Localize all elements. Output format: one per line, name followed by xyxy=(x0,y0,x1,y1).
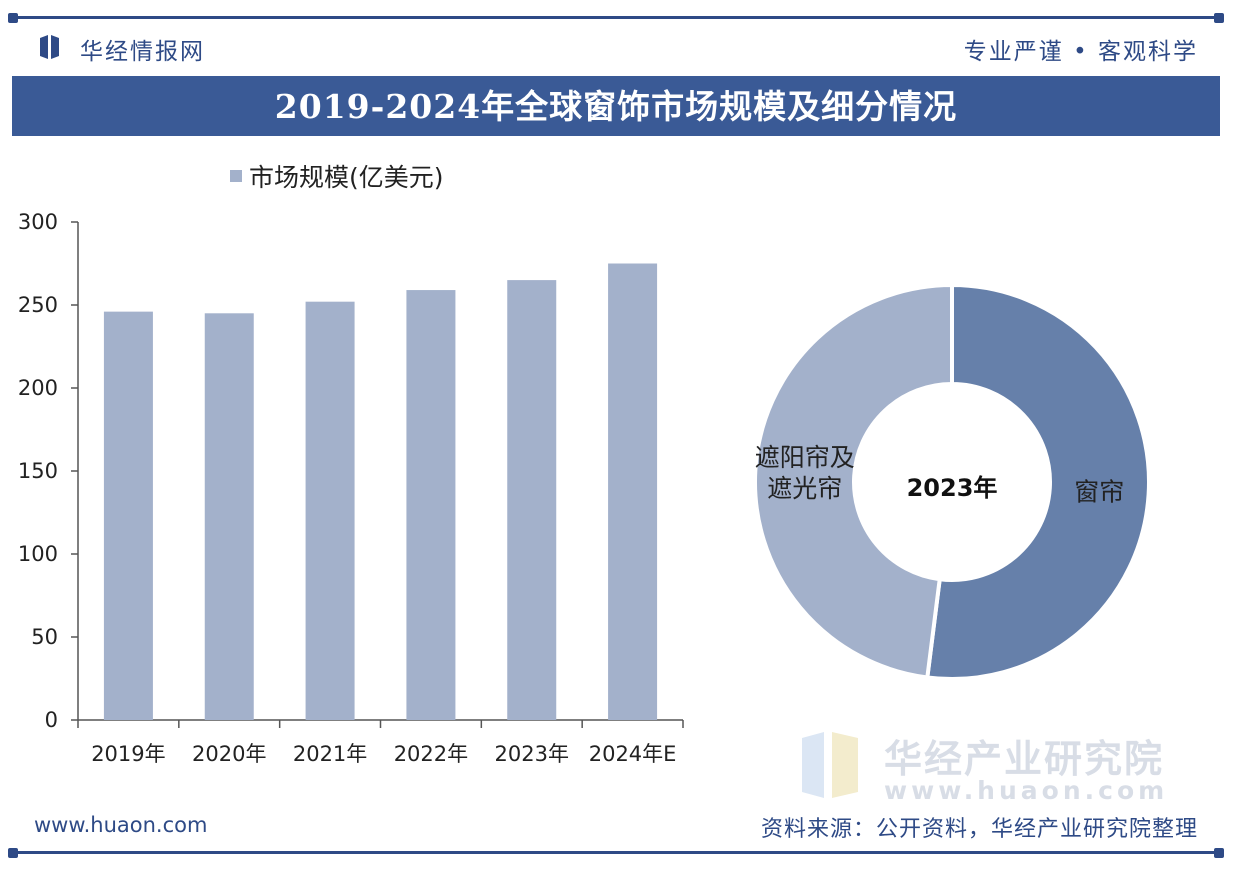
footer-source: 资料来源：公开资料，华经产业研究院整理 xyxy=(760,817,1198,842)
bottom-border xyxy=(12,851,1220,854)
donut-label: 窗帘 xyxy=(1074,477,1124,506)
x-tick-label: 2019年 xyxy=(91,742,165,766)
bar xyxy=(406,290,456,720)
legend-swatch xyxy=(230,170,242,182)
donut-label: 遮阳帘及 xyxy=(755,443,855,472)
bar xyxy=(305,301,355,720)
slogan: 专业严谨 • 客观科学 xyxy=(963,39,1198,65)
huajing-logo-icon xyxy=(40,35,59,59)
watermark-text: 华经产业研究院 xyxy=(884,737,1165,781)
y-tick-label: 300 xyxy=(18,210,58,234)
y-tick-label: 200 xyxy=(18,376,58,400)
bar-chart: 0 50 100 150 200 250 300 2019年 2020年 2021年 2022年 20… xyxy=(18,163,684,766)
donut-center-label: 2023年 xyxy=(907,474,998,502)
x-tick-label: 2024年E xyxy=(589,742,677,766)
watermark-logo-icon xyxy=(802,732,858,798)
legend-label: 市场规模(亿美元) xyxy=(249,163,444,192)
donut-slice xyxy=(753,282,954,680)
watermark-url: www.huaon.com xyxy=(884,776,1169,805)
border-dot xyxy=(1214,848,1224,858)
border-dot xyxy=(1214,13,1224,23)
y-tick-label: 150 xyxy=(18,459,58,483)
bar xyxy=(608,263,658,720)
bar xyxy=(507,280,557,720)
footer-url[interactable]: www.huaon.com xyxy=(34,813,208,837)
donut-label: 遮光帘 xyxy=(767,474,842,503)
y-tick-label: 50 xyxy=(31,625,58,649)
top-border xyxy=(12,16,1220,19)
y-tick-label: 250 xyxy=(18,293,58,317)
x-tick-label: 2022年 xyxy=(394,742,468,766)
border-dot xyxy=(8,13,18,23)
x-tick-label: 2021年 xyxy=(293,742,367,766)
header-bar: 华经情报网 专业严谨 • 客观科学 xyxy=(12,22,1220,72)
x-tick-label: 2023年 xyxy=(495,742,569,766)
y-tick-label: 100 xyxy=(18,542,58,566)
donut-slice xyxy=(925,282,1151,681)
y-tick-label: 0 xyxy=(45,708,58,732)
chart-title: 2019-2024年全球窗饰市场规模及细分情况 xyxy=(12,76,1220,136)
bar xyxy=(204,313,254,720)
x-tick-label: 2020年 xyxy=(192,742,266,766)
brand-name: 华经情报网 xyxy=(80,39,205,65)
bar xyxy=(103,311,153,720)
border-dot xyxy=(8,848,18,858)
